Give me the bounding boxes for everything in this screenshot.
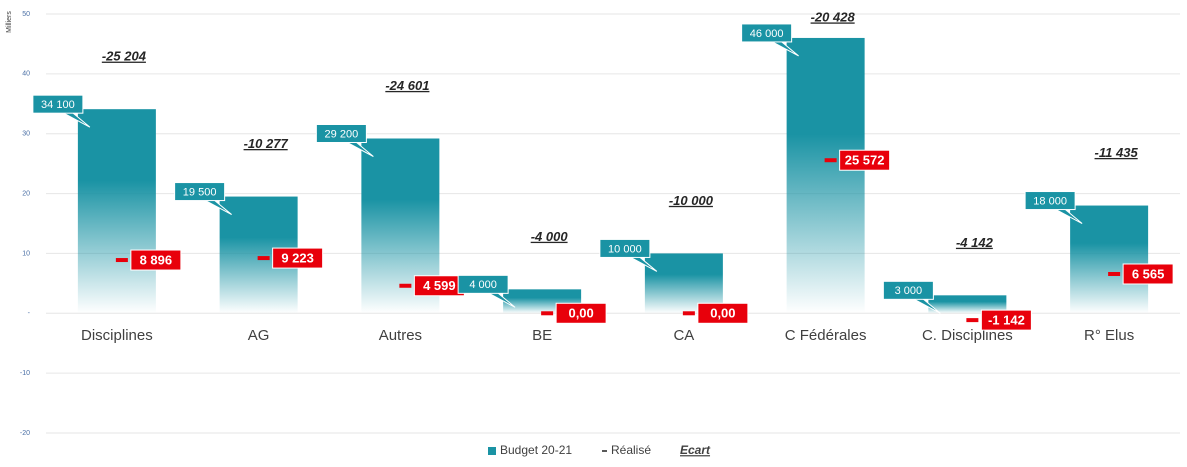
realise-label-box (839, 149, 891, 171)
x-tick-label: AG (248, 327, 270, 344)
budget-label-box (599, 238, 651, 258)
realise-label: 25 572 (845, 153, 885, 168)
x-tick-label: BE (532, 327, 552, 344)
budget-bar (928, 295, 1007, 314)
x-tick-label: CA (673, 327, 694, 344)
ecart-label: -25 204 (102, 49, 147, 64)
y-tick-label: - (28, 310, 31, 317)
ecart-label: -10 000 (669, 193, 714, 208)
realise-marker (966, 318, 979, 323)
realise-label: 9 223 (281, 251, 314, 266)
x-tick-label: Disciplines (81, 327, 153, 344)
realise-label-box (555, 302, 607, 324)
ecart-label: -20 428 (811, 9, 856, 24)
realise-label-box (272, 247, 324, 269)
budget-label: 34 100 (41, 99, 75, 111)
realise-label: 6 565 (1132, 266, 1165, 281)
x-tick-label: C Fédérales (785, 327, 867, 344)
x-tick-label: Autres (379, 327, 422, 344)
budget-bar (1070, 205, 1149, 314)
budget-label-box (174, 182, 226, 202)
realise-label: 0,00 (568, 306, 593, 321)
realise-marker (1108, 271, 1121, 276)
realise-label: 8 896 (140, 252, 173, 267)
ecart-label: -24 601 (385, 78, 429, 93)
realise-label-box (130, 249, 182, 271)
realise-label: 4 599 (423, 278, 456, 293)
budget-label: 4 000 (469, 279, 497, 291)
realise-label-box (980, 309, 1032, 331)
budget-label-box (1024, 191, 1076, 211)
realise-label-box (1122, 263, 1174, 285)
y-axis-label: Milliers (6, 11, 13, 33)
y-tick-label: 10 (22, 250, 30, 257)
budget-label-box (741, 23, 793, 43)
legend-label: Budget 20-21 (500, 443, 572, 457)
realise-marker (824, 158, 837, 163)
legend-swatch (602, 450, 607, 452)
realise-label: 0,00 (710, 306, 735, 321)
budget-label: 3 000 (895, 285, 923, 297)
y-tick-label: -10 (20, 370, 30, 377)
budget-bar (786, 37, 865, 314)
realise-marker (257, 256, 270, 261)
realise-marker (682, 311, 695, 316)
realise-marker (541, 311, 554, 316)
y-tick-label: 40 (22, 71, 30, 78)
x-tick-label: C. Disciplines (922, 327, 1013, 344)
legend-label: Ecart (680, 443, 711, 457)
ecart-label: -11 435 (1095, 145, 1139, 160)
y-tick-label: -20 (20, 430, 30, 437)
budget-label-box (315, 124, 367, 144)
budget-label: 10 000 (608, 243, 642, 255)
y-tick-label: 20 (22, 190, 30, 197)
budget-label: 29 200 (325, 128, 359, 140)
x-tick-label: R° Elus (1084, 327, 1134, 344)
realise-label-box (697, 302, 749, 324)
ecart-label: -10 277 (244, 136, 289, 151)
realise-marker (399, 283, 412, 288)
realise-label: -1 142 (988, 313, 1025, 328)
y-tick-label: 50 (22, 11, 30, 18)
budget-label-box (32, 94, 84, 114)
budget-label: 19 500 (183, 186, 217, 198)
y-tick-label: 30 (22, 131, 30, 138)
budget-label-box (457, 274, 509, 294)
legend-swatch (488, 447, 496, 455)
ecart-label: -4 142 (956, 235, 994, 250)
ecart-label: -4 000 (531, 229, 569, 244)
budget-bar (77, 109, 156, 314)
legend-label: Réalisé (611, 443, 651, 457)
budget-label: 46 000 (750, 28, 784, 40)
realise-marker (115, 258, 128, 263)
budget-label-box (882, 280, 934, 300)
budget-label: 18 000 (1033, 195, 1067, 207)
